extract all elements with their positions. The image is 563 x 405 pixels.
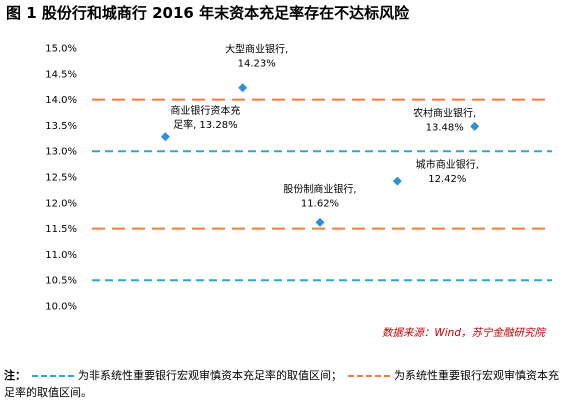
data-point-label: 股份制商业银行, 11.62% [283,182,356,209]
data-point-label: 商业银行资本充足率, 13.28% [170,104,240,131]
footnote: 注： 为非系统性重要银行宏观审慎资本充足率的取值区间； 为系统性重要银行宏观审慎资本… [4,367,560,401]
data-point-marker [392,176,402,186]
y-tick-label: 10.5% [45,276,77,287]
y-tick-label: 12.0% [45,198,77,209]
data-point-marker [238,83,248,93]
y-tick-label: 14.0% [45,95,77,106]
data-point-label: 农村商业银行, 13.48% [413,106,476,133]
data-source: 数据来源：Wind，苏宁金融研究院 [381,327,545,339]
orange-dashed-line-swatch [348,375,390,377]
data-point-marker [470,121,480,131]
data-labels: 商业银行资本充足率, 13.28% 大型商业银行, 14.23% 股份制商业银行, 11… [170,43,479,210]
data-point-marker [160,132,170,142]
data-point-marker [315,217,325,227]
y-tick-label: 11.5% [45,224,77,235]
chart-title: 图 1 股份行和城商行 2016 年末资本充足率存在不达标风险 [6,4,410,22]
data-point-label: 大型商业银行, 14.23% [225,43,288,70]
y-tick-label: 10.0% [45,302,77,313]
footnote-blue-text: 为非系统性重要银行宏观审慎资本充足率的取值区间； [78,369,342,382]
blue-dashed-line-swatch [32,375,74,377]
y-tick-label: 11.0% [45,250,77,261]
y-tick-label: 13.0% [45,147,77,158]
reference-lines [92,98,552,282]
data-point-label: 城市商业银行, 12.42% [416,158,479,185]
y-tick-label: 15.0% [45,44,77,55]
y-tick-label: 14.5% [45,69,77,80]
y-tick-label: 13.5% [45,121,77,132]
y-axis-tick-labels: 10.0% 10.5% 11.0% 11.5% 12.0% 12.5% 13.0% 13.5%… [45,44,77,313]
data-points [160,83,480,227]
footnote-orange-text: 为系统性重要银行宏观审慎资本充足率的取值区间。 [4,369,559,399]
scatter-chart: 10.0% 10.5% 11.0% 11.5% 12.0% 12.5% 13.0% 13.5%… [45,43,552,313]
footnote-lead: 注： [4,369,26,382]
y-tick-label: 12.5% [45,173,77,184]
